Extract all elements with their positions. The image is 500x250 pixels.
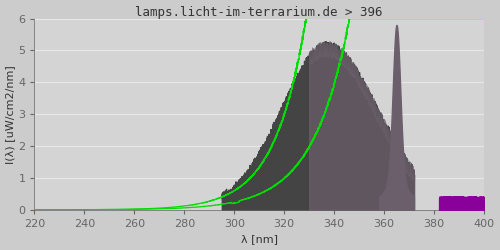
X-axis label: λ [nm]: λ [nm] xyxy=(240,234,278,244)
Y-axis label: I(λ) [uW/cm2/nm]: I(λ) [uW/cm2/nm] xyxy=(6,65,16,164)
Title: lamps.licht-im-terrarium.de > 396: lamps.licht-im-terrarium.de > 396 xyxy=(136,6,383,18)
